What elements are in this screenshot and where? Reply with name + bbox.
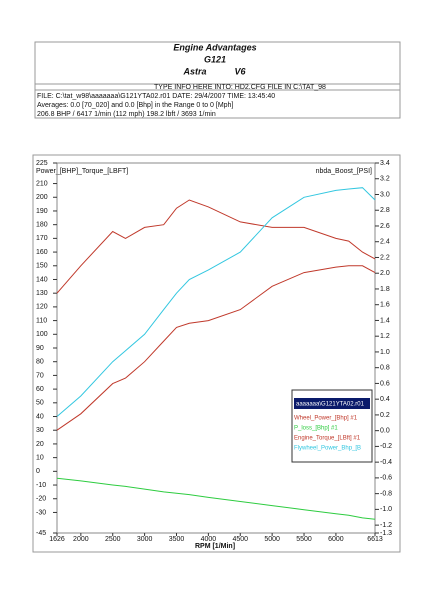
y-tick-label: -10	[36, 482, 46, 489]
x-tick-label: 5000	[264, 536, 280, 543]
series-line	[56, 187, 376, 417]
y-tick-label: 60	[36, 386, 44, 393]
y2-tick-label: 2.0	[380, 270, 390, 277]
header-engine: V6	[234, 66, 246, 76]
y2-tick-label: 0.2	[380, 412, 390, 419]
y-tick-label: 90	[36, 345, 44, 352]
y2-tick-label: 3.0	[380, 191, 390, 198]
x-tick-label: 5500	[296, 536, 312, 543]
y2-tick-label: 1.2	[380, 333, 390, 340]
y-tick-label: 120	[36, 304, 48, 311]
x-tick-label: 1626	[49, 536, 65, 543]
y2-tick-label: -0.6	[380, 475, 392, 482]
y-tick-label: 225	[36, 160, 48, 167]
y2-tick-label: 2.4	[380, 239, 390, 246]
header-make: Astra	[182, 66, 206, 76]
series-line	[56, 477, 376, 520]
legend-title: aaaaaaa\G121YTA02.r01	[296, 402, 365, 408]
y-tick-label: 130	[36, 290, 48, 297]
y2-tick-label: 1.0	[380, 349, 390, 356]
y2-tick-label: -1.3	[380, 530, 392, 537]
y2-tick-label: 1.4	[380, 317, 390, 324]
y2-tick-label: -0.4	[380, 459, 392, 466]
legend-entry: Wheel_Power_[Bhp] #1	[294, 416, 358, 422]
legend-entry: Flywheel_Power_Bhp_[B	[294, 446, 361, 452]
header-title: Engine Advantages	[173, 42, 256, 52]
file-line: 206.8 BHP / 6417 1/min (112 mph) 198.2 l…	[37, 111, 216, 118]
y-tick-label: 50	[36, 400, 44, 407]
header-box	[34, 41, 401, 119]
series-line	[56, 199, 376, 294]
y2-tick-label: 3.4	[380, 160, 390, 167]
y2-tick-label: 0.0	[380, 428, 390, 435]
y-tick-label: -30	[36, 509, 46, 516]
y-tick-label: 80	[36, 359, 44, 366]
file-line: FILE: C:\tat_w98\aaaaaaa\G121YTA02.r01 D…	[37, 93, 275, 100]
y-tick-label: 160	[36, 249, 48, 256]
x-tick-label: 2000	[73, 536, 89, 543]
legend-header	[294, 398, 370, 409]
y-axis-label: Power_[BHP]_Torque_[LBFT]	[36, 168, 128, 175]
y2-axis-label: nbda_Boost_[PSI]	[316, 168, 372, 175]
y-tick-label: 100	[36, 331, 48, 338]
series-line	[56, 265, 376, 431]
x-axis-label: RPM [1/Min]	[195, 543, 235, 550]
y2-tick-label: 0.8	[380, 365, 390, 372]
y2-tick-label: 2.6	[380, 223, 390, 230]
legend-entry: P_loss_[Bhp] #1	[294, 426, 338, 432]
y-tick-label: 70	[36, 372, 44, 379]
file-line: Averages: 0.0 [70_020] and 0.0 [Bhp] in …	[37, 102, 233, 109]
y2-tick-label: 0.4	[380, 396, 390, 403]
header-info: TYPE INFO HERE INTO: HD2.CFG FILE IN C:\…	[154, 84, 326, 91]
y-tick-label: 10	[36, 454, 44, 461]
x-tick-label: 6000	[328, 536, 344, 543]
y-tick-label: 150	[36, 263, 48, 270]
y2-tick-label: 1.6	[380, 302, 390, 309]
plot-area	[56, 162, 376, 534]
x-tick-label: 6613	[367, 536, 383, 543]
y2-tick-label: 1.8	[380, 286, 390, 293]
y-tick-label: 210	[36, 180, 48, 187]
y-tick-label: 30	[36, 427, 44, 434]
y-tick-label: -45	[36, 530, 46, 537]
y-tick-label: 180	[36, 222, 48, 229]
y-tick-label: -20	[36, 496, 46, 503]
y-tick-label: 170	[36, 235, 48, 242]
y-tick-label: 190	[36, 208, 48, 215]
y2-tick-label: 3.2	[380, 176, 390, 183]
x-tick-label: 3500	[169, 536, 185, 543]
x-tick-label: 4000	[201, 536, 217, 543]
y2-tick-label: 2.2	[380, 254, 390, 261]
header-model: G121	[204, 54, 226, 64]
legend-entry: Engine_Torque_[LBft] #1	[294, 436, 361, 442]
y-tick-label: 140	[36, 276, 48, 283]
y2-tick-label: -0.2	[380, 443, 392, 450]
chart-frame	[32, 154, 401, 553]
y-tick-label: 200	[36, 194, 48, 201]
y-tick-label: 0	[36, 468, 40, 475]
y-tick-label: 40	[36, 413, 44, 420]
y2-tick-label: -1.2	[380, 522, 392, 529]
x-tick-label: 3000	[137, 536, 153, 543]
x-tick-label: 4500	[232, 536, 248, 543]
y2-tick-label: 0.6	[380, 380, 390, 387]
y2-tick-label: -1.0	[380, 506, 392, 513]
y-tick-label: 20	[36, 441, 44, 448]
x-tick-label: 2500	[105, 536, 121, 543]
y2-tick-label: 2.8	[380, 207, 390, 214]
y-tick-label: 110	[36, 317, 47, 324]
y2-tick-label: -0.8	[380, 490, 392, 497]
